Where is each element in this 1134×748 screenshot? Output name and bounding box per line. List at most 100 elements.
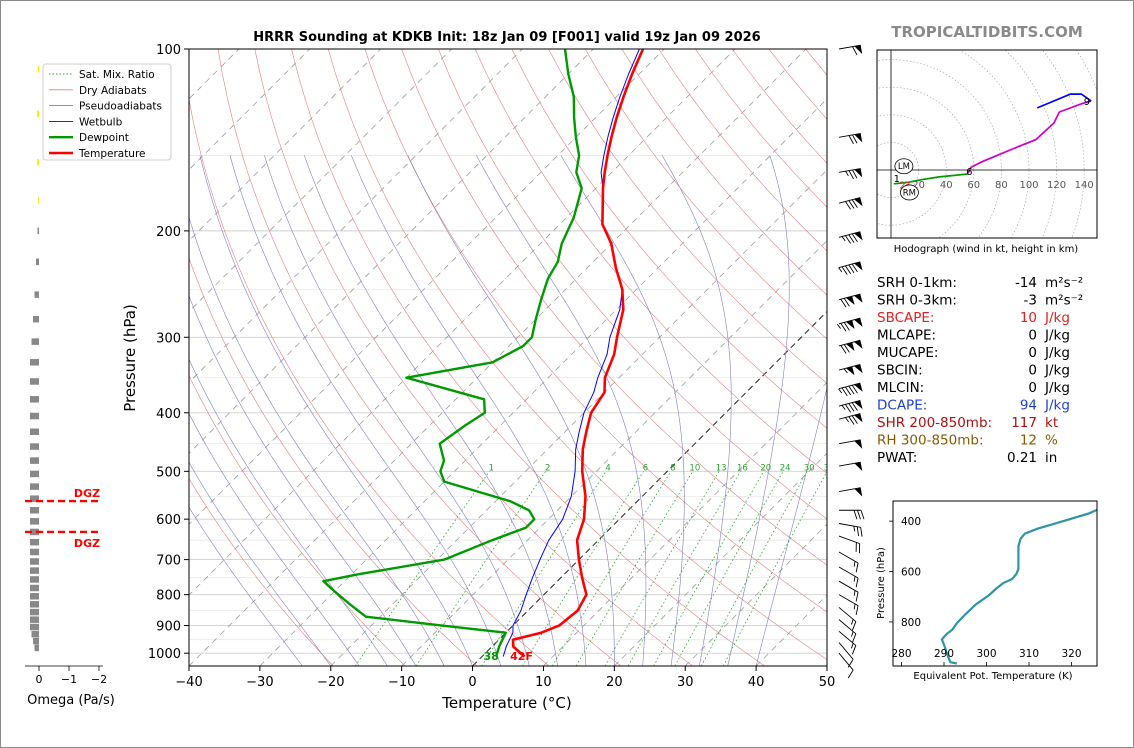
isotherm-line	[543, 381, 827, 666]
skewt-y-tick-label: 500	[156, 465, 181, 480]
isotherm-line	[189, 49, 807, 666]
skewt-x-tick-label: 50	[819, 675, 836, 690]
omega-bar	[30, 548, 39, 556]
pseudoadiabat	[264, 155, 530, 666]
omega-bar	[30, 412, 39, 420]
thetae-line	[940, 508, 1097, 665]
hodo-ring-label: 60	[967, 180, 980, 191]
skewt-frame	[188, 48, 828, 667]
index-unit: m²s⁻²	[1045, 275, 1083, 291]
skewt-y-tick-label: 700	[156, 554, 181, 569]
wind-barb	[838, 642, 854, 668]
omega-bar	[30, 518, 39, 525]
thetae-x-tick-label: 320	[1061, 648, 1081, 660]
index-value: 0	[1028, 328, 1037, 344]
omega-bar	[30, 443, 39, 450]
hodo-height-label: 6	[966, 167, 972, 178]
index-unit: m²s⁻²	[1045, 293, 1083, 309]
index-value: 0	[1028, 380, 1037, 396]
pseudoadiabat	[189, 506, 303, 666]
wind-barb	[837, 317, 863, 332]
omega-bar	[30, 616, 39, 623]
barb-staff	[838, 630, 857, 646]
barb-full	[848, 135, 854, 145]
thetae-x-tick-label: 300	[976, 648, 996, 660]
dgz-label: DGZ	[74, 537, 100, 550]
mixing-ratio-label: 24	[780, 463, 791, 473]
thetae-panel: 280 290 300 310 320 400 600 800	[889, 500, 1098, 667]
mixing-ratio-line	[551, 471, 672, 666]
barb-full	[845, 235, 852, 244]
indices-table: SRH 0-1km: -14 m²s⁻² SRH 0-3km: -3 m²s⁻² SBCAP…	[877, 275, 1083, 466]
mixing-ratio-label: 10	[689, 463, 700, 473]
isotherm-line	[189, 49, 311, 171]
hodo-height-label: 9	[1084, 97, 1090, 108]
legend-entry-label: Dewpoint	[79, 132, 129, 144]
wind-barb	[838, 439, 863, 449]
dry-adiabat	[511, 49, 827, 429]
wind-barb	[838, 168, 863, 180]
barb-staff	[838, 413, 861, 420]
legend-box	[42, 63, 172, 161]
barb-full	[843, 298, 850, 307]
index-unit: in	[1045, 450, 1057, 466]
dry-adiabat	[474, 49, 827, 474]
barb-full	[848, 385, 855, 395]
index-label: SHR 200-850mb:	[877, 415, 992, 431]
isotherm-line	[684, 523, 827, 666]
isotherm-line	[826, 665, 827, 666]
thetae-x-tick-label: 280	[891, 648, 911, 660]
barb-flag	[854, 487, 863, 497]
barb-full	[848, 416, 855, 425]
barb-full	[851, 415, 858, 424]
barb-full	[851, 199, 858, 208]
legend-entry-label: Wetbulb	[79, 116, 123, 128]
wind-barb	[838, 594, 859, 616]
pseudoadiabat	[189, 216, 445, 666]
barb-full	[848, 403, 855, 412]
barb-flag	[854, 383, 863, 392]
temperature-line	[511, 49, 645, 658]
skewt-x-tick-label: −10	[388, 675, 415, 690]
skewt-y-tick-label: 900	[156, 620, 181, 635]
omega-bar	[30, 593, 39, 600]
dry-adiabat	[189, 477, 334, 666]
barb-full	[851, 402, 858, 411]
wind-barb	[838, 133, 863, 145]
thetae-y-tick-label: 600	[901, 567, 921, 579]
index-unit: J/kg	[1044, 328, 1070, 344]
mixing-ratio-line	[627, 471, 741, 666]
barb-half	[838, 267, 843, 273]
omega-bar	[30, 428, 39, 435]
barb-half	[853, 603, 856, 610]
omega-bar	[34, 644, 39, 652]
index-value: 0.21	[1007, 450, 1037, 466]
skewt-legend: Sat. Mix. Ratio Dry Adiabats Pseudoadiabat…	[42, 63, 172, 161]
barb-full	[840, 345, 847, 354]
omega-bar	[30, 378, 39, 385]
wetbulb-line	[502, 49, 640, 657]
omega-panel: DGZ DGZ 0 −1 −2	[25, 65, 107, 686]
barb-flag	[854, 340, 863, 349]
omega-bar	[30, 457, 39, 464]
omega-bar	[30, 507, 39, 514]
barb-full	[851, 263, 858, 273]
omega-bar	[37, 110, 39, 118]
dry-adiabat	[768, 49, 827, 120]
mixing-ratio-label: 1	[489, 463, 494, 473]
wind-barb	[838, 382, 863, 397]
index-value: 10	[1020, 310, 1037, 326]
index-label: SRH 0-1km:	[877, 275, 957, 291]
wind-barb	[838, 461, 863, 472]
mixing-ratio-line	[415, 471, 547, 666]
wind-barb	[838, 339, 863, 354]
pseudoadiabat	[189, 413, 360, 666]
barb-staff	[838, 642, 854, 660]
omega-bar	[30, 608, 39, 616]
skewt-y-tick-label: 300	[156, 331, 181, 346]
thetae-y-label: Pressure (hPa)	[876, 547, 887, 619]
barb-staff	[838, 619, 857, 635]
pseudoadiabat	[560, 155, 685, 666]
barb-full	[855, 592, 859, 602]
pseudoadiabat	[351, 155, 587, 666]
